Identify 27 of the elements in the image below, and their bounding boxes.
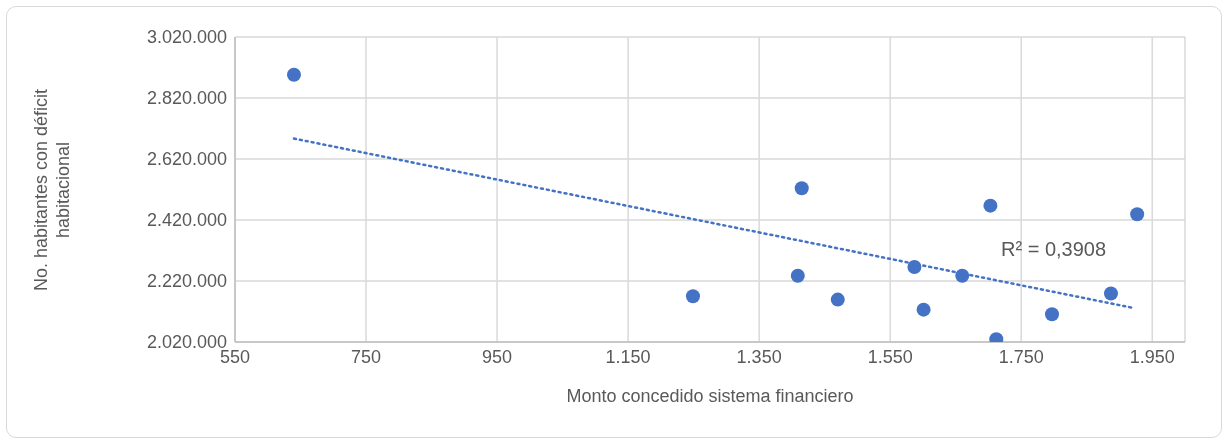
x-tick-label: 1.550 <box>867 346 913 367</box>
y-tick-label: 2.220.000 <box>146 271 227 292</box>
point <box>1103 286 1118 301</box>
point <box>907 259 922 274</box>
point <box>830 292 845 307</box>
point <box>916 302 931 317</box>
point <box>685 289 700 304</box>
x-tick-label: 1.350 <box>736 346 782 367</box>
x-tick-label: 950 <box>482 346 513 367</box>
y-tick-label: 3.020.000 <box>146 27 227 48</box>
y-tick-label: 2.420.000 <box>146 210 227 231</box>
y-axis-title: No. habitantes con déficit habitacional <box>30 87 74 294</box>
y-tick-label: 2.820.000 <box>146 88 227 109</box>
point <box>1045 307 1059 322</box>
point <box>794 181 809 196</box>
point <box>983 198 998 213</box>
x-tick-label: 1.950 <box>1129 346 1175 367</box>
y-tick-label: 2.620.000 <box>146 149 227 170</box>
x-tick-label: 1.150 <box>605 346 651 367</box>
annotation: R² = 0,3908 <box>1001 238 1107 261</box>
point <box>955 268 970 283</box>
point <box>1130 207 1145 222</box>
point <box>790 268 805 283</box>
x-tick-label: 1.750 <box>998 346 1044 367</box>
x-axis-title: Monto concedido sistema financiero <box>566 386 854 406</box>
point <box>286 67 301 82</box>
x-tick-label: 750 <box>351 346 382 367</box>
